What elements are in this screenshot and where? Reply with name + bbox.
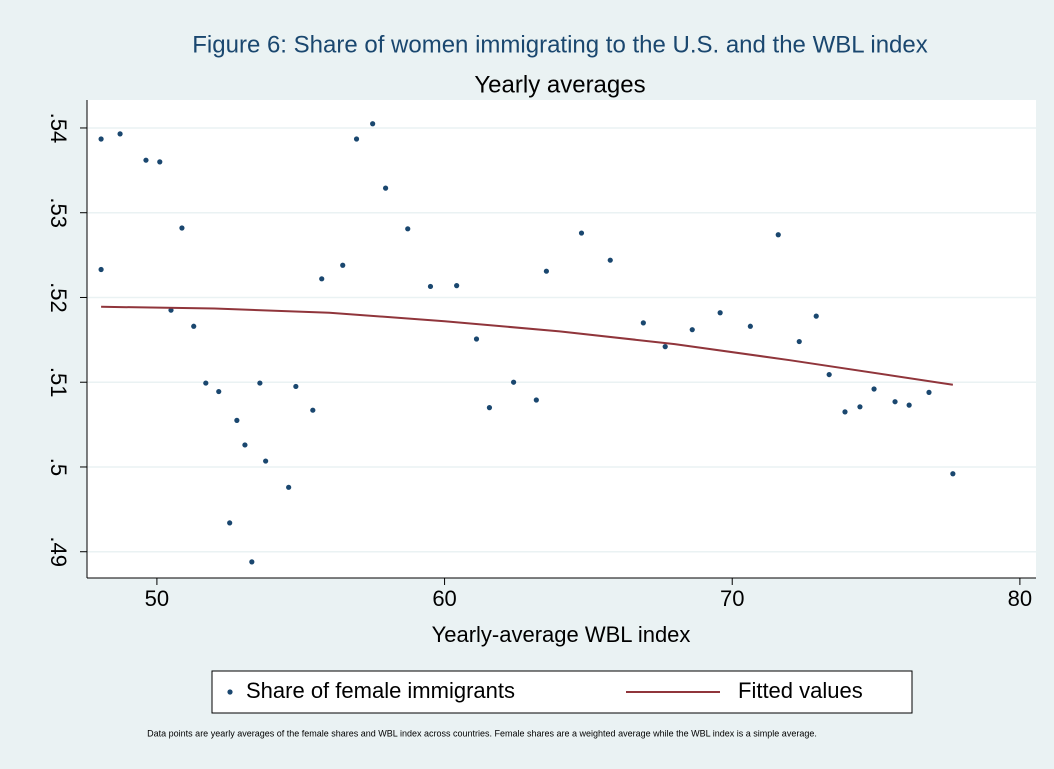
y-tick-label: .51 — [46, 367, 71, 398]
point — [775, 232, 781, 238]
point — [607, 257, 613, 263]
legend-label: Fitted values — [738, 678, 863, 703]
point — [427, 283, 434, 290]
point — [216, 388, 222, 395]
point — [257, 380, 263, 386]
point — [543, 268, 549, 274]
y-tick-label: .5 — [46, 458, 71, 476]
point — [857, 404, 863, 410]
point — [98, 266, 104, 273]
point — [382, 185, 389, 191]
point — [340, 262, 346, 268]
point — [950, 471, 956, 477]
point — [117, 131, 123, 137]
point — [98, 136, 104, 142]
point — [796, 338, 802, 345]
point — [578, 230, 585, 236]
point — [319, 276, 325, 282]
point — [157, 159, 163, 165]
point — [454, 283, 460, 289]
plot-area — [87, 100, 1036, 578]
point — [227, 520, 233, 526]
x-tick-label: 50 — [145, 586, 169, 611]
x-axis-label: Yearly-average WBL index — [432, 622, 691, 647]
x-tick-label: 80 — [1008, 586, 1032, 611]
fitted-line — [101, 305, 954, 386]
point — [926, 389, 932, 395]
legend-marker — [227, 689, 233, 695]
point — [473, 336, 480, 342]
point — [747, 323, 753, 329]
note: Data points are yearly averages of the f… — [147, 728, 817, 738]
legend — [211, 670, 913, 714]
point — [842, 409, 848, 415]
point — [203, 380, 209, 386]
point — [717, 310, 723, 316]
point — [640, 320, 646, 326]
point — [143, 157, 149, 163]
y-tick-label: .52 — [46, 282, 71, 313]
point — [310, 407, 316, 413]
point — [826, 371, 832, 378]
point — [286, 484, 292, 490]
point — [892, 399, 898, 405]
point — [353, 136, 360, 142]
point — [662, 344, 668, 350]
y-tick-label: .54 — [46, 113, 71, 144]
point — [293, 383, 299, 390]
point — [486, 405, 493, 411]
point — [179, 225, 185, 231]
point — [370, 121, 376, 127]
point — [511, 379, 517, 385]
point — [191, 323, 197, 329]
y-tick-label: .49 — [46, 536, 71, 567]
point — [533, 397, 539, 403]
point — [249, 559, 255, 565]
y-tick-label: .53 — [46, 197, 71, 228]
point — [263, 458, 269, 464]
point — [168, 307, 174, 313]
point — [405, 226, 411, 232]
legend-label: Share of female immigrants — [246, 678, 515, 703]
x-tick-label: 60 — [432, 586, 456, 611]
point — [813, 313, 819, 319]
point — [871, 386, 877, 392]
point — [906, 402, 912, 408]
point — [689, 327, 695, 333]
chart-title: Figure 6: Share of women immigrating to … — [192, 31, 927, 58]
chart-subtitle: Yearly averages — [474, 71, 645, 98]
point — [242, 442, 248, 448]
point — [234, 417, 240, 423]
x-tick-label: 70 — [720, 586, 744, 611]
